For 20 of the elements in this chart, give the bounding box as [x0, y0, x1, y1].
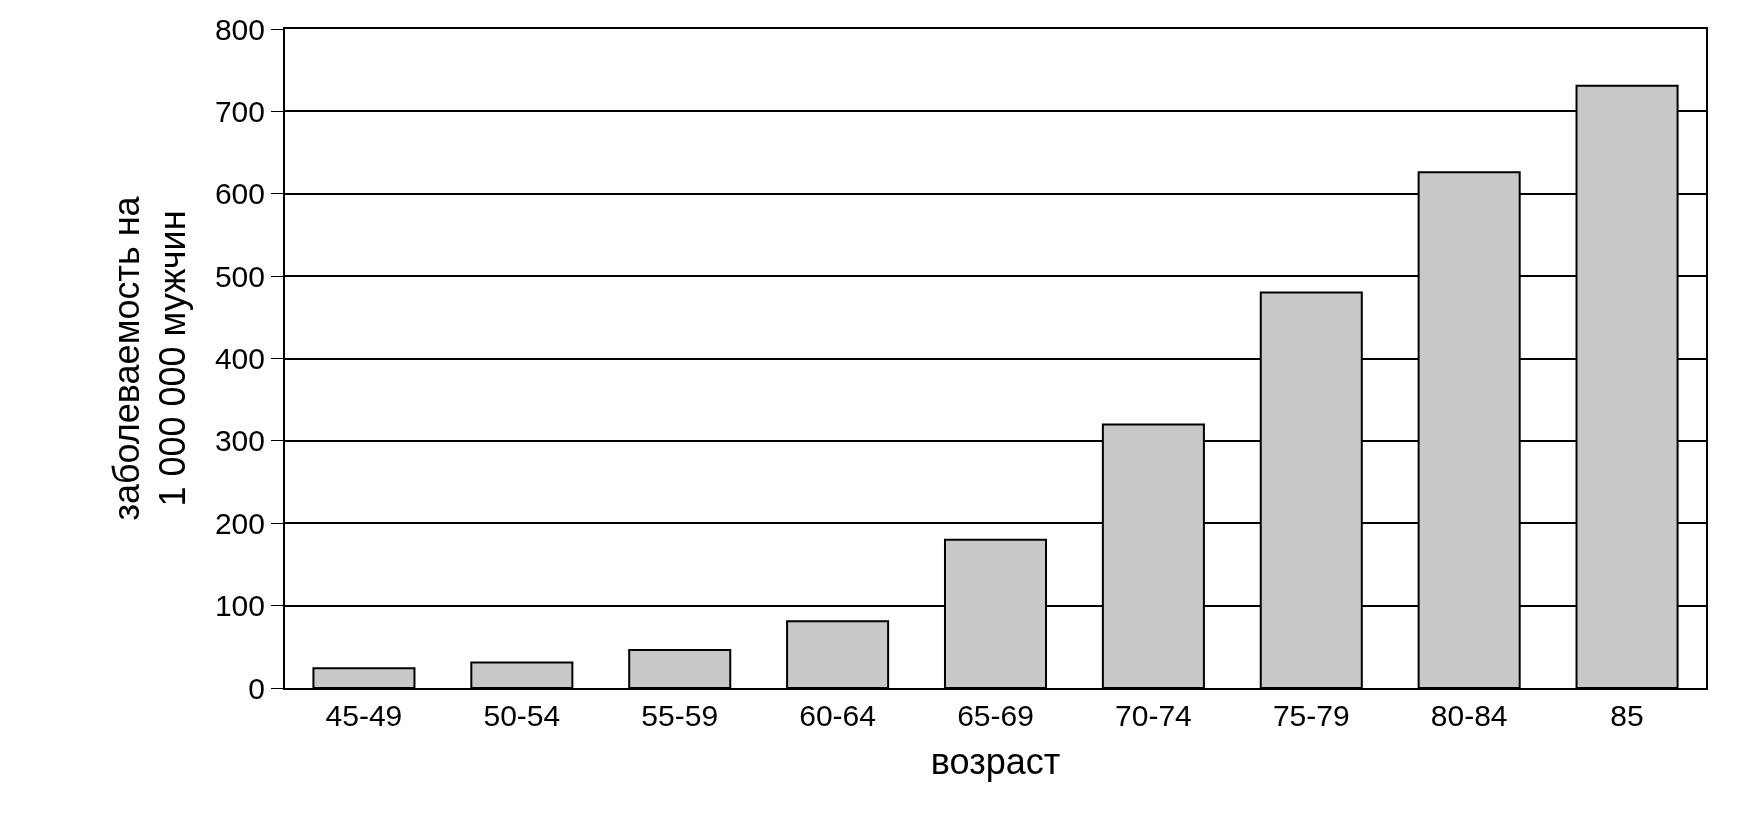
y-tick-label: 800: [214, 12, 265, 46]
y-tick-label: 700: [214, 94, 265, 128]
y-tick-label: 600: [214, 177, 265, 211]
x-tick-label: 50-54: [483, 699, 561, 732]
y-tick-label: 400: [214, 342, 265, 375]
x-tick-label: 65-69: [957, 699, 1034, 732]
x-tick-label: 60-64: [799, 699, 876, 732]
x-axis-title: возраст: [930, 741, 1061, 783]
y-tick-label: 200: [214, 506, 265, 540]
y-tick-label: 0: [248, 671, 265, 705]
y-tick-label: 300: [214, 424, 265, 458]
y-tick-label: 100: [214, 589, 265, 623]
x-tick-label: 70-74: [1115, 699, 1192, 732]
x-tick-label: 55-59: [641, 699, 719, 732]
x-tick-label: 45-49: [325, 699, 403, 732]
x-tick-label: 85: [1610, 699, 1644, 732]
x-tick-label: 75-79: [1272, 699, 1350, 732]
y-axis-title: заболеваемость на 1 000 000 мужчин: [105, 195, 194, 521]
y-tick-label: 500: [214, 259, 265, 293]
x-tick-label: 80-84: [1430, 699, 1508, 732]
